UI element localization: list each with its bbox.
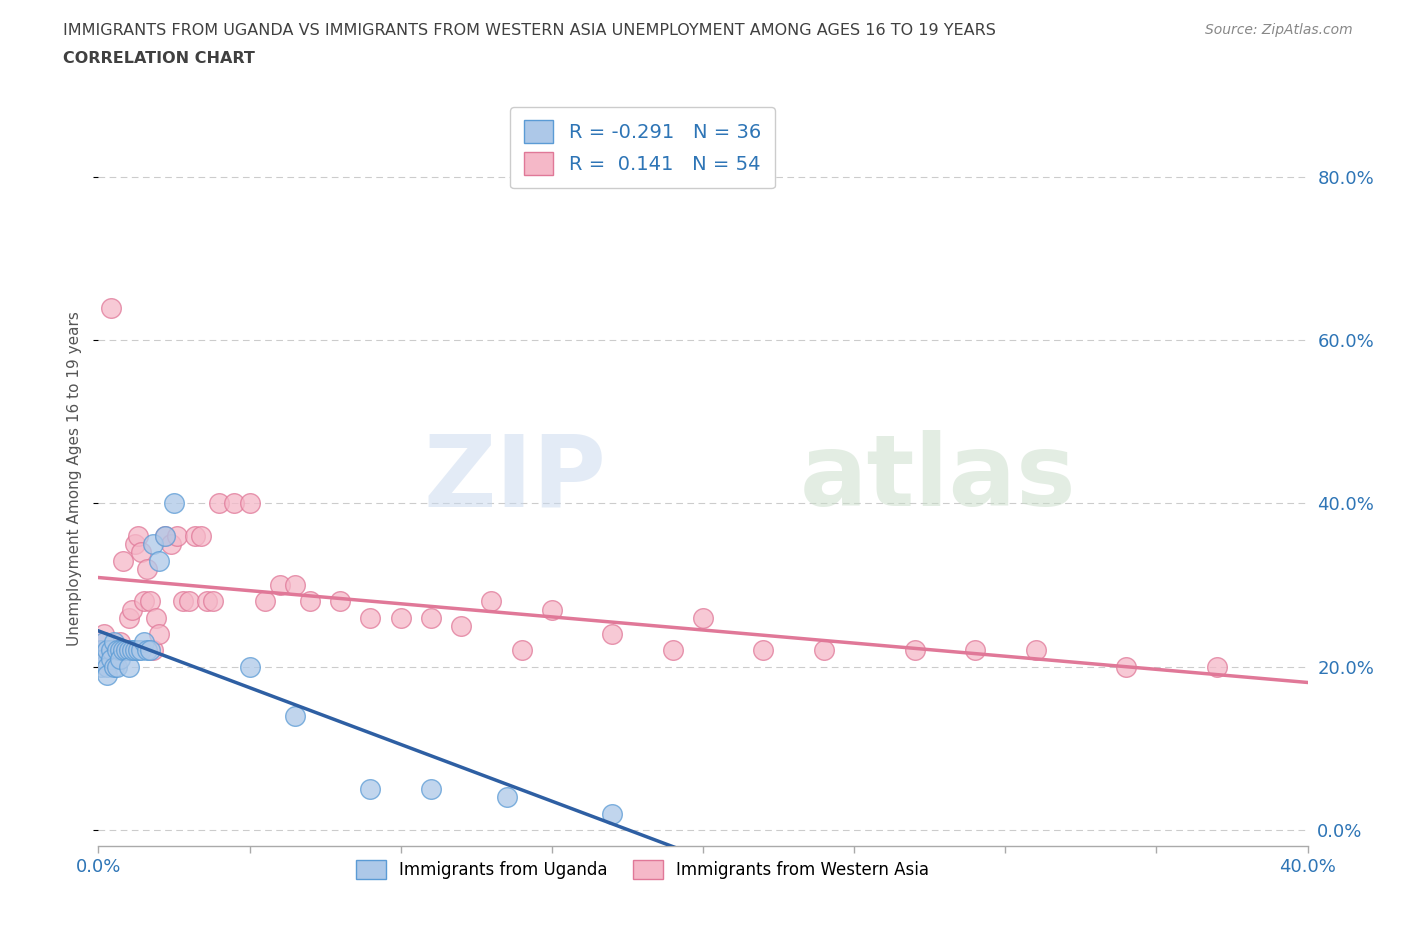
Point [540, 602, 562, 617]
Point [195, 594, 218, 609]
Legend: Immigrants from Uganda, Immigrants from Western Asia: Immigrants from Uganda, Immigrants from … [349, 854, 936, 885]
Point [179, 594, 201, 609]
Point [96, 668, 118, 683]
Point [103, 659, 125, 674]
Point [269, 578, 291, 592]
Text: IMMIGRANTS FROM UGANDA VS IMMIGRANTS FROM WESTERN ASIA UNEMPLOYMENT AMONG AGES 1: IMMIGRANTS FROM UGANDA VS IMMIGRANTS FRO… [63, 23, 995, 38]
Point [602, 806, 624, 821]
Point [495, 790, 517, 804]
Point [103, 635, 125, 650]
Point [139, 594, 162, 609]
Point [602, 627, 624, 642]
Point [118, 643, 141, 658]
Point [100, 643, 122, 658]
Point [1206, 659, 1229, 674]
Point [450, 618, 472, 633]
Point [108, 643, 131, 658]
Point [142, 643, 165, 658]
Point [190, 528, 212, 543]
Point [90, 643, 112, 658]
Point [208, 496, 231, 511]
Point [965, 643, 987, 658]
Point [114, 643, 136, 658]
Point [105, 659, 128, 674]
Point [142, 537, 165, 551]
Point [752, 643, 775, 658]
Point [813, 643, 835, 658]
Point [127, 643, 149, 658]
Point [299, 594, 322, 609]
Point [118, 659, 141, 674]
Point [661, 643, 683, 658]
Point [127, 528, 149, 543]
Point [166, 528, 188, 543]
Point [108, 651, 131, 666]
Point [153, 528, 176, 543]
Text: Source: ZipAtlas.com: Source: ZipAtlas.com [1205, 23, 1353, 37]
Point [360, 610, 382, 625]
Point [132, 594, 155, 609]
Point [510, 643, 533, 658]
Point [202, 594, 225, 609]
Point [100, 651, 122, 666]
Point [145, 610, 167, 625]
Point [93, 627, 115, 642]
Point [90, 643, 112, 658]
Point [121, 602, 143, 617]
Point [90, 659, 112, 674]
Point [239, 496, 262, 511]
Point [329, 594, 352, 609]
Point [284, 709, 307, 724]
Point [100, 300, 122, 315]
Point [114, 643, 136, 658]
Point [111, 553, 134, 568]
Y-axis label: Unemployment Among Ages 16 to 19 years: Unemployment Among Ages 16 to 19 years [67, 312, 83, 646]
Point [224, 496, 246, 511]
Point [96, 643, 118, 658]
Point [148, 627, 170, 642]
Point [148, 553, 170, 568]
Point [420, 610, 443, 625]
Text: CORRELATION CHART: CORRELATION CHART [63, 51, 254, 66]
Point [103, 643, 125, 658]
Point [163, 496, 186, 511]
Point [124, 643, 146, 658]
Point [692, 610, 714, 625]
Point [253, 594, 276, 609]
Point [93, 635, 115, 650]
Point [135, 643, 157, 658]
Point [124, 537, 146, 551]
Point [184, 528, 207, 543]
Point [239, 659, 262, 674]
Point [904, 643, 927, 658]
Point [139, 643, 162, 658]
Point [96, 659, 118, 674]
Point [1024, 643, 1046, 658]
Point [93, 651, 115, 666]
Point [135, 562, 157, 577]
Point [105, 643, 128, 658]
Point [129, 545, 152, 560]
Point [132, 635, 155, 650]
Point [420, 782, 443, 797]
Point [360, 782, 382, 797]
Point [111, 643, 134, 658]
Point [284, 578, 307, 592]
Point [389, 610, 412, 625]
Point [121, 643, 143, 658]
Text: ZIP: ZIP [423, 431, 606, 527]
Point [160, 537, 183, 551]
Point [129, 643, 152, 658]
Point [172, 594, 194, 609]
Point [481, 594, 503, 609]
Point [105, 643, 128, 658]
Point [1115, 659, 1137, 674]
Text: atlas: atlas [800, 431, 1077, 527]
Point [153, 528, 176, 543]
Point [96, 643, 118, 658]
Point [118, 610, 141, 625]
Point [108, 635, 131, 650]
